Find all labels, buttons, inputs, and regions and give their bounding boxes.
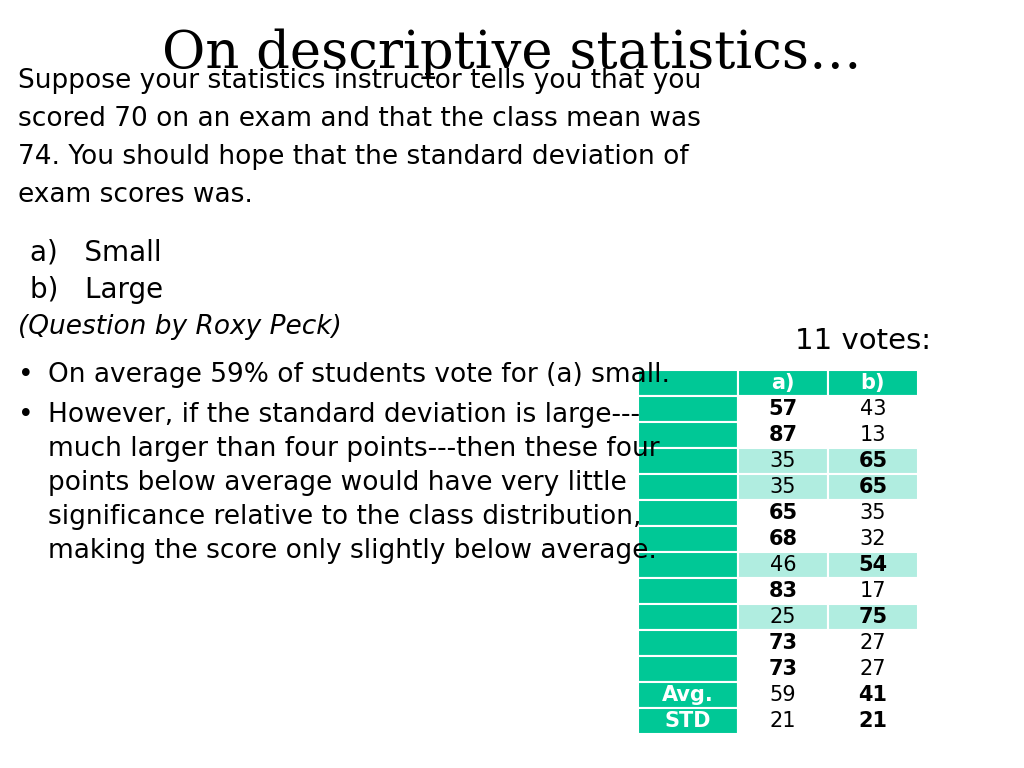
Bar	[738, 708, 828, 734]
Text: significance relative to the class distribution,: significance relative to the class distr…	[48, 504, 641, 530]
Text: exam scores was.: exam scores was.	[18, 182, 253, 208]
Bar	[828, 656, 918, 682]
Bar	[738, 604, 828, 630]
Bar	[738, 396, 828, 422]
Bar	[638, 708, 738, 734]
Text: 35: 35	[860, 503, 886, 523]
Text: 54: 54	[858, 555, 888, 575]
Text: 73: 73	[768, 633, 798, 653]
Bar	[738, 552, 828, 578]
Text: 17: 17	[860, 581, 886, 601]
Bar	[828, 422, 918, 448]
Text: a)   Small: a) Small	[30, 238, 162, 266]
Bar	[638, 474, 738, 500]
Text: However, if the standard deviation is large---: However, if the standard deviation is la…	[48, 402, 640, 428]
Text: points below average would have very little: points below average would have very lit…	[48, 470, 627, 496]
Bar	[738, 656, 828, 682]
Text: 65: 65	[768, 503, 798, 523]
Text: a): a)	[771, 373, 795, 393]
Bar	[738, 474, 828, 500]
Text: 21: 21	[858, 711, 888, 731]
Bar	[738, 682, 828, 708]
Text: On descriptive statistics…: On descriptive statistics…	[162, 28, 862, 79]
Bar	[638, 552, 738, 578]
Bar	[828, 552, 918, 578]
Bar	[828, 526, 918, 552]
Text: much larger than four points---then these four: much larger than four points---then thes…	[48, 436, 659, 462]
Text: 35: 35	[770, 477, 797, 497]
Bar	[738, 578, 828, 604]
Text: b)   Large: b) Large	[30, 276, 163, 304]
Text: Suppose your statistics instructor tells you that you: Suppose your statistics instructor tells…	[18, 68, 701, 94]
Bar	[638, 422, 738, 448]
Text: 11 votes:: 11 votes:	[795, 327, 931, 355]
Bar	[828, 682, 918, 708]
Bar	[828, 708, 918, 734]
Bar	[638, 396, 738, 422]
Text: •: •	[18, 362, 34, 388]
Bar	[638, 682, 738, 708]
Text: STD: STD	[665, 711, 712, 731]
Text: 27: 27	[860, 659, 886, 679]
Bar	[638, 370, 738, 396]
Text: scored 70 on an exam and that the class mean was: scored 70 on an exam and that the class …	[18, 106, 700, 132]
Bar	[828, 396, 918, 422]
Bar	[828, 578, 918, 604]
Bar	[738, 630, 828, 656]
Bar	[828, 500, 918, 526]
Bar	[828, 370, 918, 396]
Bar	[638, 526, 738, 552]
Bar	[738, 526, 828, 552]
Text: •: •	[18, 402, 34, 428]
Text: 21: 21	[770, 711, 797, 731]
Text: 73: 73	[768, 659, 798, 679]
Bar	[638, 656, 738, 682]
Text: making the score only slightly below average.: making the score only slightly below ave…	[48, 538, 656, 564]
Text: On average 59% of students vote for (a) small.: On average 59% of students vote for (a) …	[48, 362, 670, 388]
Bar	[638, 604, 738, 630]
Text: 13: 13	[860, 425, 886, 445]
Text: 65: 65	[858, 451, 888, 471]
Text: 43: 43	[860, 399, 886, 419]
Bar	[638, 578, 738, 604]
Bar	[828, 604, 918, 630]
Text: 46: 46	[770, 555, 797, 575]
Bar	[828, 474, 918, 500]
Bar	[738, 500, 828, 526]
Bar	[638, 630, 738, 656]
Text: 74. You should hope that the standard deviation of: 74. You should hope that the standard de…	[18, 144, 689, 170]
Text: 27: 27	[860, 633, 886, 653]
Bar	[738, 370, 828, 396]
Text: 35: 35	[770, 451, 797, 471]
Text: 83: 83	[768, 581, 798, 601]
Text: 57: 57	[768, 399, 798, 419]
Bar	[828, 448, 918, 474]
Bar	[738, 448, 828, 474]
Text: 25: 25	[770, 607, 797, 627]
Bar	[638, 448, 738, 474]
Bar	[738, 422, 828, 448]
Text: b): b)	[861, 373, 886, 393]
Text: 87: 87	[768, 425, 798, 445]
Text: 41: 41	[858, 685, 888, 705]
Text: 65: 65	[858, 477, 888, 497]
Text: 68: 68	[768, 529, 798, 549]
Text: 75: 75	[858, 607, 888, 627]
Text: Avg.: Avg.	[663, 685, 714, 705]
Text: 59: 59	[770, 685, 797, 705]
Bar	[638, 500, 738, 526]
Bar	[828, 630, 918, 656]
Text: (Question by Roxy Peck): (Question by Roxy Peck)	[18, 314, 342, 340]
Text: 32: 32	[860, 529, 886, 549]
